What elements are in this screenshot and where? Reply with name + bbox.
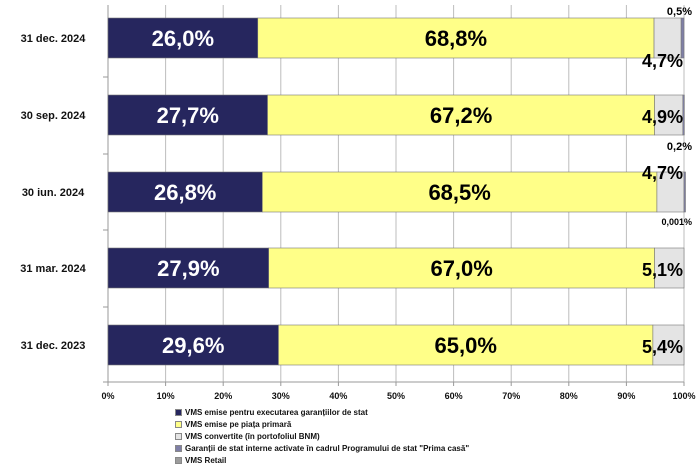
data-label: 29,6% bbox=[162, 333, 224, 358]
x-tick-label: 70% bbox=[502, 391, 520, 401]
x-tick-label: 90% bbox=[617, 391, 635, 401]
bar-segment bbox=[267, 94, 655, 136]
data-label: 0,5% bbox=[667, 6, 692, 18]
bar-segment bbox=[654, 247, 685, 289]
data-label: 5,4% bbox=[642, 337, 683, 357]
data-label: 4,7% bbox=[642, 51, 683, 71]
bar-segment bbox=[680, 17, 685, 59]
category-label: 30 iun. 2024 bbox=[22, 187, 85, 199]
bar-segment bbox=[653, 17, 682, 59]
bar-segment bbox=[683, 171, 686, 213]
bar-segment bbox=[268, 247, 655, 289]
data-label: 5,1% bbox=[642, 260, 683, 280]
stacked-bar-chart: 0% 10% 20% 30% 40% 50% 60% 70% 80% 90% 100% 31 dec.… bbox=[20, 5, 696, 401]
data-label: 27,9% bbox=[157, 256, 219, 281]
data-label: 4,9% bbox=[642, 107, 683, 127]
data-label: 68,5% bbox=[428, 180, 490, 205]
bar-segment bbox=[257, 17, 655, 59]
x-tick-label: 20% bbox=[214, 391, 232, 401]
legend-swatch bbox=[175, 408, 182, 416]
legend-swatch bbox=[175, 444, 182, 452]
x-tick-label: 10% bbox=[157, 391, 175, 401]
category-label: 31 dec. 2023 bbox=[21, 340, 86, 352]
category-label: 31 mar. 2024 bbox=[20, 263, 86, 275]
category-label: 30 sep. 2024 bbox=[21, 110, 87, 122]
legend-item: Garanții de stat interne activate în cad… bbox=[175, 442, 695, 454]
legend-label: VMS emise pentru executarea garanțiilor … bbox=[185, 407, 368, 417]
data-label: 26,8% bbox=[154, 180, 216, 205]
legend-swatch bbox=[175, 420, 182, 428]
chart-legend: VMS emise pentru executarea garanțiilor … bbox=[175, 406, 695, 466]
legend-item: VMS emise pe piața primară bbox=[175, 418, 695, 430]
legend-swatch bbox=[175, 456, 182, 464]
legend-item: VMS convertite (în portofoliul BNM) bbox=[175, 430, 695, 442]
bar-segment bbox=[107, 17, 259, 59]
x-tick-label: 30% bbox=[272, 391, 290, 401]
legend-swatch bbox=[175, 432, 182, 440]
data-label: 27,7% bbox=[157, 103, 219, 128]
bar-segment bbox=[278, 324, 654, 366]
x-tick-label: 80% bbox=[560, 391, 578, 401]
bar-segment bbox=[682, 94, 685, 136]
data-label: 26,0% bbox=[152, 26, 214, 51]
data-label: 67,2% bbox=[430, 103, 492, 128]
bar-segment bbox=[107, 324, 279, 366]
bar-segment bbox=[262, 171, 658, 213]
legend-item: VMS emise pentru executarea garanțiilor … bbox=[175, 406, 695, 418]
data-label: 4,7% bbox=[642, 163, 683, 183]
legend-label: VMS Retail bbox=[185, 455, 227, 465]
bar-segment bbox=[107, 247, 270, 289]
bar-segment bbox=[652, 324, 685, 366]
bar-segment bbox=[654, 94, 684, 136]
legend-label: VMS convertite (în portofoliul BNM) bbox=[185, 431, 320, 441]
x-tick-label: 0% bbox=[101, 391, 114, 401]
data-label: 68,8% bbox=[425, 26, 487, 51]
legend-label: VMS emise pe piața primară bbox=[185, 419, 292, 429]
x-tick-label: 60% bbox=[445, 391, 463, 401]
legend-label: Garanții de stat interne activate în cad… bbox=[185, 443, 470, 453]
data-label: 65,0% bbox=[435, 333, 497, 358]
x-tick-label: 100% bbox=[672, 391, 695, 401]
x-tick-label: 50% bbox=[387, 391, 405, 401]
data-label: 67,0% bbox=[430, 256, 492, 281]
data-label: 0,2% bbox=[667, 141, 692, 153]
legend-item: VMS Retail bbox=[175, 454, 695, 466]
x-tick-label: 40% bbox=[329, 391, 347, 401]
category-label: 31 dec. 2024 bbox=[21, 33, 87, 45]
data-label: 0,001% bbox=[661, 217, 692, 227]
bar-segment bbox=[107, 94, 268, 136]
